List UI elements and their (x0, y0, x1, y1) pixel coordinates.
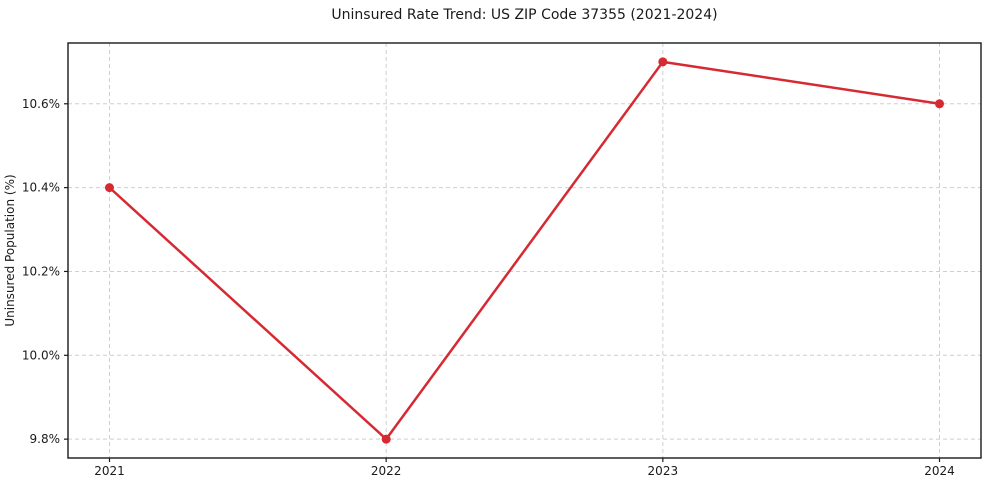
y-tick-label: 10.4% (22, 181, 60, 195)
data-point-markers (105, 57, 944, 444)
y-tick-label: 10.2% (22, 264, 60, 278)
x-tick-label: 2022 (371, 464, 402, 478)
chart-title: Uninsured Rate Trend: US ZIP Code 37355 … (331, 7, 718, 23)
x-tick-label: 2021 (94, 464, 125, 478)
y-axis-label: Uninsured Population (%) (3, 174, 17, 326)
data-point-marker (658, 57, 668, 67)
plot-border (67, 42, 982, 459)
data-point-marker (935, 99, 944, 109)
y-tick-label: 9.8% (30, 432, 61, 446)
data-point-marker (381, 434, 391, 444)
data-point-marker (105, 183, 114, 193)
axis-ticks: 2021 2022 2023 2024 9.8% 10.0% 10.2% 10.4% 10.6% (22, 97, 955, 478)
x-tick-label: 2023 (648, 464, 679, 478)
gridlines (68, 43, 981, 458)
trend-line (108, 60, 941, 441)
x-tick-label: 2024 (924, 464, 955, 478)
y-tick-label: 10.0% (22, 348, 60, 362)
y-tick-label: 10.6% (22, 97, 60, 111)
